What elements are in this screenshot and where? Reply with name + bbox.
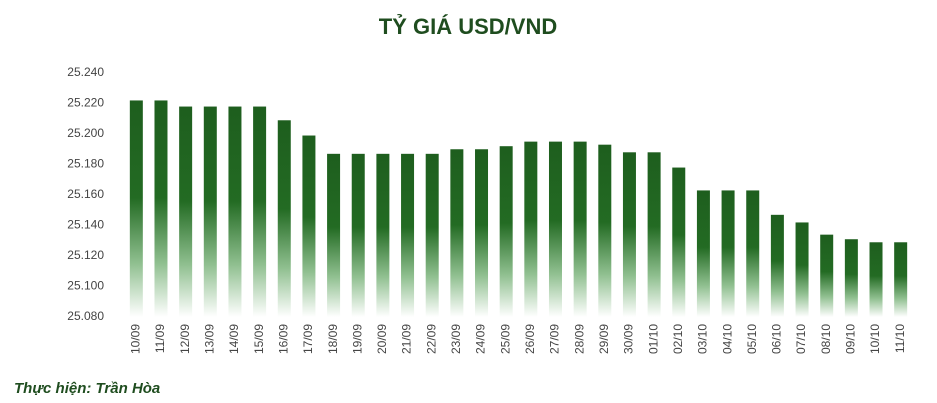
bar xyxy=(376,153,390,317)
bar xyxy=(524,141,538,317)
bar xyxy=(425,153,439,317)
x-tick-label: 14/09 xyxy=(227,324,241,354)
bar xyxy=(129,100,143,317)
y-tick-label: 25.100 xyxy=(67,279,104,293)
x-tick-label: 03/10 xyxy=(696,324,710,354)
x-tick-label: 02/10 xyxy=(671,324,685,354)
x-tick-label: 12/09 xyxy=(178,324,192,354)
y-tick-label: 25.220 xyxy=(67,96,104,110)
x-tick-label: 15/09 xyxy=(252,324,266,354)
x-tick-label: 06/10 xyxy=(770,324,784,354)
x-tick-label: 11/10 xyxy=(893,324,907,353)
bar xyxy=(302,135,316,317)
x-tick-label: 04/10 xyxy=(720,324,734,354)
bar xyxy=(869,242,883,317)
chart-title: TỶ GIÁ USD/VND xyxy=(379,14,557,39)
bar xyxy=(721,190,735,317)
x-tick-label: 28/09 xyxy=(572,324,586,354)
x-tick-label: 10/10 xyxy=(868,324,882,354)
x-tick-label: 29/09 xyxy=(597,324,611,354)
bar xyxy=(672,167,686,317)
x-tick-label: 16/09 xyxy=(276,324,290,354)
bar xyxy=(647,152,661,317)
bar xyxy=(253,106,267,317)
x-tick-label: 24/09 xyxy=(474,324,488,354)
x-tick-label: 05/10 xyxy=(745,324,759,354)
y-tick-label: 25.240 xyxy=(67,65,104,79)
bar xyxy=(770,214,784,317)
bar xyxy=(401,153,415,317)
bar xyxy=(450,149,464,317)
x-tick-label: 18/09 xyxy=(326,324,340,354)
x-tick-label: 17/09 xyxy=(301,324,315,354)
x-tick-label: 13/09 xyxy=(202,324,216,354)
bar xyxy=(622,152,636,317)
bar xyxy=(894,242,908,317)
bar xyxy=(844,239,858,317)
bar xyxy=(499,146,513,317)
x-tick-label: 01/10 xyxy=(646,324,660,354)
x-tick-label: 23/09 xyxy=(449,324,463,354)
x-tick-label: 07/10 xyxy=(794,324,808,354)
y-tick-label: 25.160 xyxy=(67,187,104,201)
x-tick-label: 27/09 xyxy=(548,324,562,354)
x-tick-label: 20/09 xyxy=(375,324,389,354)
y-tick-label: 25.180 xyxy=(67,157,104,171)
bar xyxy=(795,222,809,317)
x-tick-label: 21/09 xyxy=(400,324,414,354)
y-tick-label: 25.200 xyxy=(67,126,104,140)
x-tick-label: 10/09 xyxy=(129,324,143,354)
bar xyxy=(548,141,562,317)
bar xyxy=(475,149,489,317)
x-tick-label: 25/09 xyxy=(498,324,512,354)
y-tick-label: 25.140 xyxy=(67,218,104,232)
bar xyxy=(179,106,193,317)
x-tick-label: 11/09 xyxy=(153,324,167,353)
x-tick-label: 30/09 xyxy=(622,324,636,354)
bar xyxy=(598,144,612,317)
x-tick-label: 26/09 xyxy=(523,324,537,354)
x-tick-label: 09/10 xyxy=(844,324,858,354)
bar xyxy=(820,234,834,317)
x-tick-label: 08/10 xyxy=(819,324,833,354)
y-tick-label: 25.080 xyxy=(67,309,104,323)
x-tick-label: 19/09 xyxy=(350,324,364,354)
bar xyxy=(573,141,587,317)
bar xyxy=(327,153,341,317)
x-tick-label: 22/09 xyxy=(424,324,438,354)
bar xyxy=(696,190,710,317)
bar xyxy=(203,106,217,317)
y-tick-label: 25.120 xyxy=(67,248,104,262)
bar xyxy=(746,190,760,317)
bar xyxy=(228,106,242,317)
bar xyxy=(154,100,168,317)
credit: Thực hiện: Trần Hòa xyxy=(14,380,160,397)
bar xyxy=(277,120,291,318)
bar xyxy=(351,153,365,317)
